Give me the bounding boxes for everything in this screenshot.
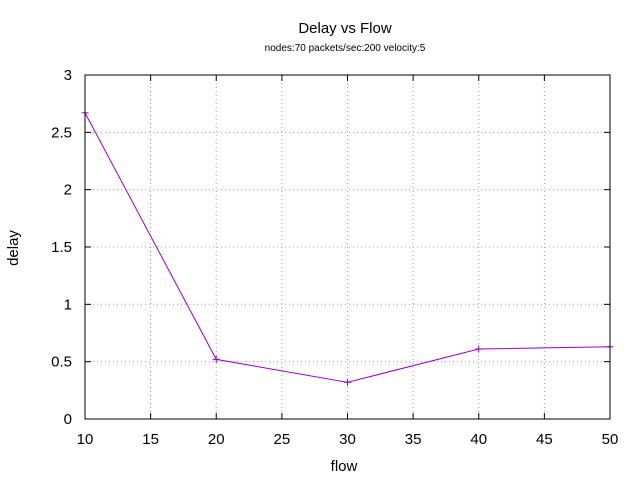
y-axis-label: delay — [5, 230, 22, 266]
x-tick-label: 10 — [77, 431, 94, 448]
y-tick-label: 3 — [64, 67, 72, 84]
x-tick-label: 15 — [142, 431, 159, 448]
y-tick-label: 1.5 — [51, 239, 72, 256]
x-tick-label: 35 — [405, 431, 422, 448]
x-tick-label: 20 — [208, 431, 225, 448]
gridlines — [85, 75, 610, 419]
x-tick-label: 40 — [470, 431, 487, 448]
data-point-marker — [475, 345, 483, 353]
y-tick-label: 2 — [64, 182, 72, 199]
x-tick-label: 30 — [339, 431, 356, 448]
axis-ticks: 10 15 20 25 30 35 40 45 50 0 0.5 1 1.5 2 2.5 3 — [51, 67, 618, 448]
x-axis-label: flow — [331, 458, 358, 475]
y-tick-label: 0.5 — [51, 354, 72, 371]
chart-subtitle: nodes:70 packets/sec:200 velocity:5 — [265, 43, 426, 54]
plot-frame — [84, 74, 611, 420]
y-tick-label: 0 — [64, 411, 72, 428]
x-tick-label: 45 — [536, 431, 553, 448]
y-tick-label: 2.5 — [51, 124, 72, 141]
data-point-marker — [344, 378, 351, 386]
y-tick-label: 1 — [64, 296, 72, 313]
chart-title: Delay vs Flow — [298, 20, 392, 37]
data-point-marker — [212, 355, 220, 363]
x-tick-label: 50 — [602, 431, 619, 448]
x-tick-label: 25 — [274, 431, 291, 448]
